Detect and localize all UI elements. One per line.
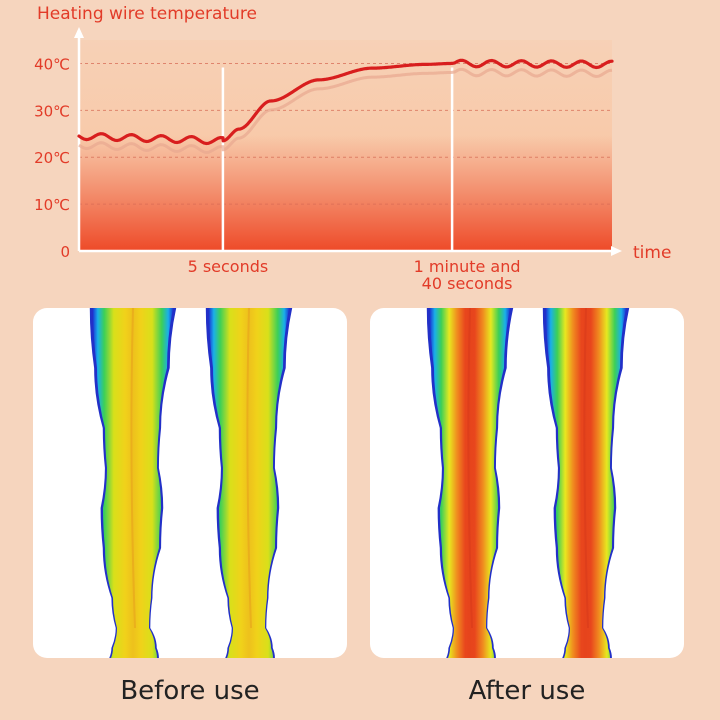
caption-before-use: Before use xyxy=(120,676,260,706)
y-tick-label: 10℃ xyxy=(34,196,70,214)
x-marker-label: 1 minute and 40 seconds xyxy=(414,257,521,293)
x-axis-label: time xyxy=(633,243,671,263)
right-leg xyxy=(205,308,293,658)
right-leg xyxy=(542,308,630,658)
thermal-image-before xyxy=(33,308,347,658)
y-tick-label: 0 xyxy=(60,243,70,261)
series-line-shadow xyxy=(78,67,613,155)
y-tick-label: 40℃ xyxy=(34,55,70,73)
y-axis-arrow xyxy=(74,27,84,38)
thermal-legs-before xyxy=(89,308,293,658)
y-tick-label: 30℃ xyxy=(34,102,70,120)
left-leg xyxy=(426,308,514,658)
thermal-legs-after xyxy=(426,308,630,658)
caption-after-use: After use xyxy=(468,676,586,706)
left-leg xyxy=(89,308,177,658)
y-tick-label: 20℃ xyxy=(34,149,70,167)
x-marker-label: 5 seconds xyxy=(188,257,269,276)
chart-title: Heating wire temperature xyxy=(37,4,257,24)
thermal-image-after xyxy=(370,308,684,658)
x-axis-arrow xyxy=(611,246,622,256)
temperature-chart: 0 10℃ 20℃ 30℃ 40℃ 5 seconds 1 minute and 40 sec… xyxy=(34,4,671,293)
temperature-series-line xyxy=(77,58,614,146)
